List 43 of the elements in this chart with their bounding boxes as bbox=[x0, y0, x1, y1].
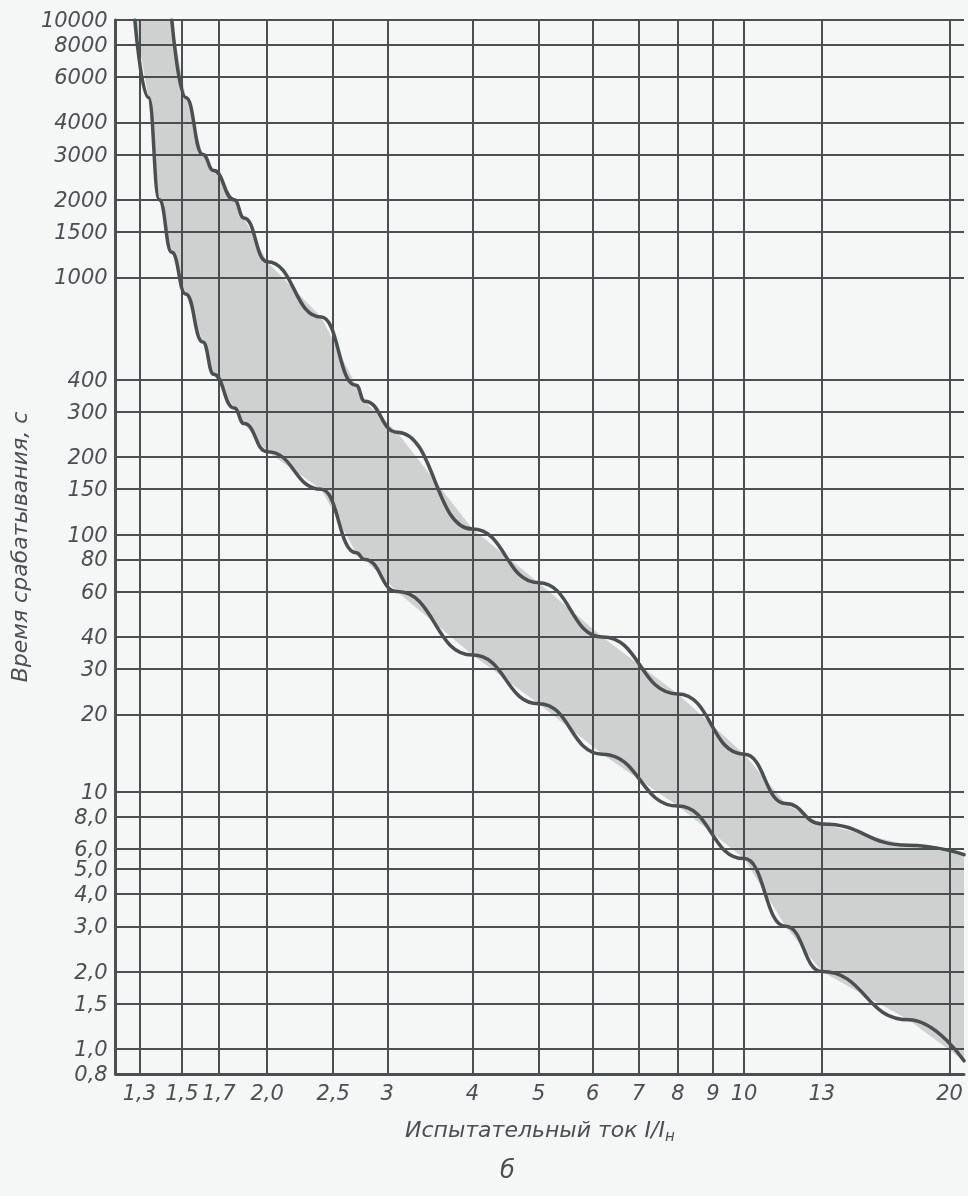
x-tick-label: 6 bbox=[586, 1080, 600, 1105]
y-tick-label: 1,0 bbox=[74, 1037, 108, 1062]
y-tick-label: 40 bbox=[80, 624, 108, 649]
text: б bbox=[500, 1156, 515, 1184]
y-tick-label: 4000 bbox=[54, 110, 108, 135]
y-tick-label: 0,8 bbox=[74, 1062, 108, 1086]
x-tick-label: 1,3 bbox=[122, 1080, 157, 1105]
y-tick-label: 150 bbox=[67, 477, 108, 502]
y-tick-label: 100 bbox=[67, 522, 108, 547]
y-tick-label: 10 bbox=[80, 779, 108, 804]
x-tick-label: 7 bbox=[631, 1080, 646, 1105]
y-tick-label: 10000 bbox=[40, 8, 108, 32]
y-tick-label: 300 bbox=[67, 399, 108, 424]
x-tick-label: 10 bbox=[730, 1080, 758, 1105]
y-tick-label: 20 bbox=[80, 702, 108, 727]
y-tick-label: 1500 bbox=[54, 219, 108, 244]
y-tick-label: 8,0 bbox=[74, 804, 108, 829]
y-tick-label: 200 bbox=[67, 445, 108, 470]
x-tick-label: 1,7 bbox=[202, 1080, 237, 1105]
y-axis-title: Время срабатывания, с bbox=[6, 411, 32, 683]
x-tick-label: 20 bbox=[936, 1080, 963, 1105]
y-tick-label: 1,5 bbox=[74, 991, 108, 1016]
x-tick-label: 13 bbox=[808, 1080, 836, 1105]
x-tick-label: 2,0 bbox=[250, 1080, 284, 1105]
y-tick-label: 400 bbox=[67, 367, 108, 392]
x-tick-label: 4 bbox=[465, 1080, 480, 1105]
y-tick-label: 4,0 bbox=[74, 882, 108, 907]
x-tick-label: 3 bbox=[380, 1080, 394, 1105]
y-tick-label: 1000 bbox=[54, 265, 108, 290]
y-tick-label: 30 bbox=[80, 657, 108, 682]
x-tick-label: 9 bbox=[706, 1080, 720, 1105]
y-tick-label: 8000 bbox=[54, 32, 108, 57]
x-tick-label: 1,5 bbox=[165, 1080, 199, 1105]
y-tick-label: 6000 bbox=[54, 65, 108, 90]
y-tick-label: 3000 bbox=[54, 142, 108, 167]
y-tick-label: 3,0 bbox=[74, 914, 108, 939]
y-tick-label: 2,0 bbox=[74, 959, 108, 984]
x-tick-label: 2,5 bbox=[316, 1080, 350, 1105]
y-tick-label: 60 bbox=[80, 579, 108, 604]
y-tick-label: 80 bbox=[80, 547, 108, 572]
x-tick-label: 5 bbox=[531, 1080, 546, 1105]
x-tick-label: 8 bbox=[671, 1080, 685, 1105]
y-tick-label: 2000 bbox=[54, 187, 108, 212]
